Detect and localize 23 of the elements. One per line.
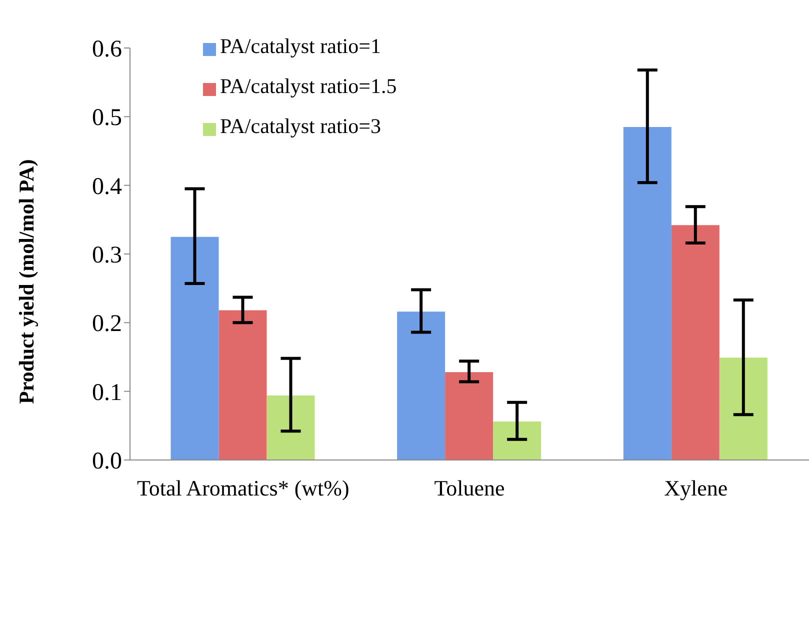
x-tick-label: Toluene [434, 476, 505, 501]
bar [170, 236, 219, 460]
y-tick-label: 0.6 [92, 36, 122, 63]
y-tick-label: 0.4 [92, 174, 122, 200]
y-axis-title: Product yield (mol/mol PA) [14, 159, 38, 404]
y-tick-label: 0.1 [92, 380, 122, 406]
bar [671, 225, 720, 460]
y-tick-label: 0.0 [92, 448, 122, 475]
y-tick-label: 0.3 [92, 242, 122, 269]
bar [266, 395, 315, 460]
bar [218, 310, 267, 460]
x-tick-label: Total Aromatics* (wt%) [137, 476, 350, 501]
legend-label: PA/catalyst ratio=3 [220, 114, 381, 138]
bar [445, 372, 494, 460]
bar [493, 422, 542, 460]
y-tick-label: 0.5 [92, 105, 122, 132]
legend-label: PA/catalyst ratio=1 [220, 34, 381, 58]
x-tick-label: Xylene [664, 476, 728, 501]
legend-label: PA/catalyst ratio=1.5 [220, 74, 397, 98]
bar [397, 312, 446, 460]
y-tick-label: 0.2 [92, 311, 122, 338]
bar [719, 358, 768, 460]
bar [623, 126, 672, 460]
